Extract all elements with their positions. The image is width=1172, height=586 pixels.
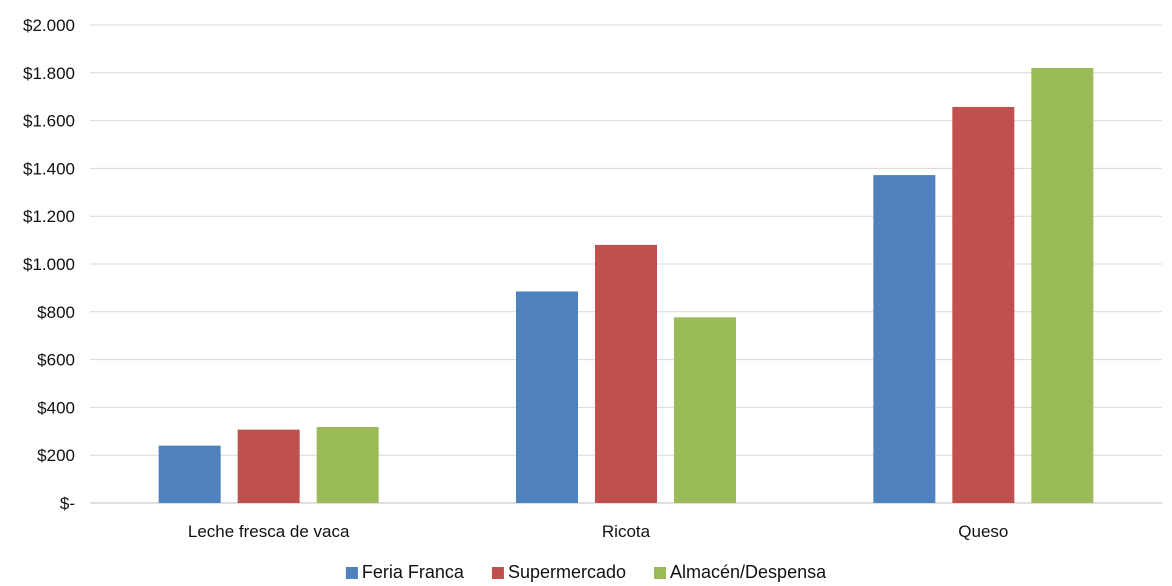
legend-label: Almacén/Despensa: [670, 562, 827, 582]
legend-swatch: [345, 567, 358, 579]
bars: [158, 68, 1094, 504]
bar-supermercado-leche-fresca-de-vaca: [237, 429, 300, 503]
legend-swatch: [491, 567, 504, 579]
x-tick-label: Ricota: [602, 522, 651, 541]
x-tick-label: Queso: [958, 522, 1008, 541]
bar-feria-franca-ricota: [516, 291, 578, 503]
bar-almacen-despensa-leche-fresca-de-vaca: [316, 426, 379, 503]
bar-almacen-despensa-queso: [1031, 68, 1094, 504]
bar-feria-franca-leche-fresca-de-vaca: [158, 445, 221, 503]
bar-almacen-despensa-ricota: [674, 317, 736, 503]
bar-supermercado-ricota: [595, 244, 657, 503]
y-tick-label: $1.800: [23, 64, 75, 83]
x-tick-label: Leche fresca de vaca: [188, 522, 350, 541]
y-tick-label: $1.400: [23, 159, 75, 178]
y-tick-label: $600: [37, 351, 75, 370]
legend-item-feria-franca: Feria Franca: [345, 562, 465, 582]
legend-swatch: [654, 567, 667, 579]
legend-label: Feria Franca: [362, 562, 465, 582]
y-axis-tick-labels: $- $200 $400 $600 $800 $1.000 $1.200 $1.400 $1.6…: [23, 16, 75, 513]
y-tick-label: $400: [37, 398, 75, 417]
y-tick-label: $200: [37, 446, 75, 465]
y-tick-label: $800: [37, 303, 75, 322]
y-tick-label: $-: [60, 494, 75, 513]
y-tick-label: $2.000: [23, 16, 75, 35]
y-tick-label: $1.600: [23, 112, 75, 131]
legend-item-almacen-despensa: Almacén/Despensa: [654, 562, 827, 582]
bar-supermercado-queso: [952, 106, 1015, 504]
legend: Feria Franca Supermercado Almacén/Despensa: [345, 562, 827, 582]
legend-label: Supermercado: [508, 562, 626, 582]
bar-feria-franca-queso: [873, 175, 936, 504]
x-axis-tick-labels: Leche fresca de vaca Ricota Queso: [188, 522, 1009, 541]
legend-item-supermercado: Supermercado: [491, 562, 626, 582]
y-tick-label: $1.200: [23, 207, 75, 226]
y-tick-label: $1.000: [23, 255, 75, 274]
